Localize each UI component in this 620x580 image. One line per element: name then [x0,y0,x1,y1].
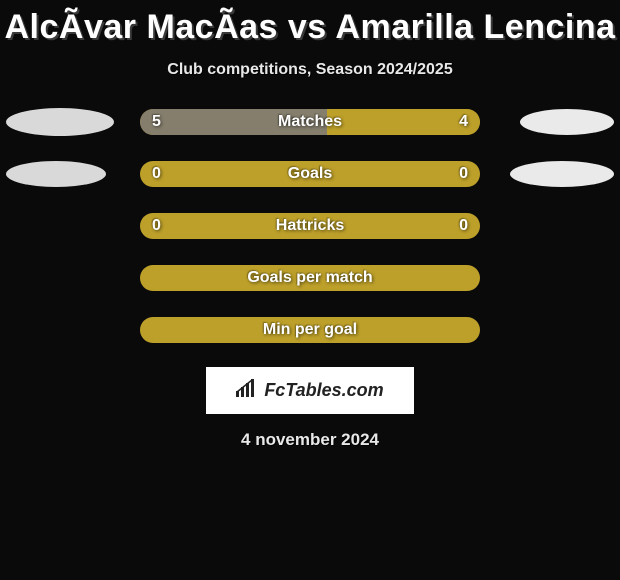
comparison-widget: AlcÃ­var MacÃ­as vs Amarilla Lencina Clu… [0,0,620,450]
stat-label: Matches [278,113,342,131]
stat-bar-hattricks: 0 Hattricks 0 [140,213,480,239]
stat-row-matches: 5 Matches 4 [0,107,620,137]
ellipse-right-icon [520,109,614,135]
ellipse-right-icon [510,161,614,187]
stat-row-gpm: Goals per match [0,263,620,293]
stat-bar-mpg: Min per goal [140,317,480,343]
stat-right-value: 4 [459,113,468,131]
stat-label: Min per goal [263,321,357,339]
stat-label: Hattricks [276,217,344,235]
subtitle: Club competitions, Season 2024/2025 [0,61,620,79]
fctables-logo: FcTables.com [206,367,413,414]
stat-right-value: 0 [459,217,468,235]
stats-block: 5 Matches 4 0 Goals 0 0 Hattricks 0 Goals per mat… [0,107,620,345]
ellipse-left-icon [6,108,114,136]
stat-right-value: 0 [459,165,468,183]
stat-bar-matches: 5 Matches 4 [140,109,480,135]
stat-left-value: 0 [152,165,161,183]
stat-row-mpg: Min per goal [0,315,620,345]
stat-left-value: 5 [152,113,161,131]
bar-chart-icon [236,379,258,402]
stat-row-hattricks: 0 Hattricks 0 [0,211,620,241]
stat-row-goals: 0 Goals 0 [0,159,620,189]
stat-left-value: 0 [152,217,161,235]
stat-bar-gpm: Goals per match [140,265,480,291]
date-line: 4 november 2024 [0,430,620,450]
stat-bar-goals: 0 Goals 0 [140,161,480,187]
stat-label: Goals per match [247,269,372,287]
page-title: AlcÃ­var MacÃ­as vs Amarilla Lencina [0,8,620,47]
logo-text: FcTables.com [264,380,383,401]
ellipse-left-icon [6,161,106,187]
stat-label: Goals [288,165,332,183]
bar-fill-right [327,109,480,135]
